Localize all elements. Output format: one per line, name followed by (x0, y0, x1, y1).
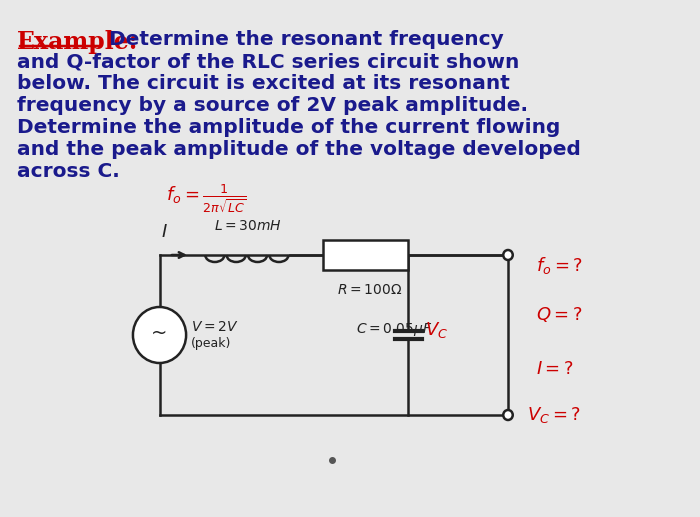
Text: $R = 100 Ω$: $R = 100 Ω$ (337, 283, 402, 297)
Text: $f_o = \frac{1}{2\pi\sqrt{LC}}$: $f_o = \frac{1}{2\pi\sqrt{LC}}$ (166, 182, 246, 215)
Text: ~: ~ (151, 324, 168, 342)
Text: frequency by a source of 2V peak amplitude.: frequency by a source of 2V peak amplitu… (17, 96, 528, 115)
Text: $V_C$: $V_C$ (426, 320, 449, 340)
Text: $I = ?$: $I = ?$ (536, 360, 574, 378)
Circle shape (133, 307, 186, 363)
Text: and the peak amplitude of the voltage developed: and the peak amplitude of the voltage de… (17, 140, 581, 159)
Text: Example:: Example: (17, 30, 139, 54)
Text: below. The circuit is excited at its resonant: below. The circuit is excited at its res… (17, 74, 510, 93)
Text: (peak): (peak) (191, 337, 231, 349)
Text: Determine the resonant frequency: Determine the resonant frequency (109, 30, 504, 49)
Circle shape (503, 410, 512, 420)
Text: $V_C = ?$: $V_C = ?$ (527, 405, 581, 425)
Text: Determine the amplitude of the current flowing: Determine the amplitude of the current f… (17, 118, 561, 137)
Text: $C = 0.05 μF$: $C = 0.05 μF$ (356, 322, 433, 339)
Bar (323, 240, 408, 270)
Text: and Q-factor of the RLC series circuit shown: and Q-factor of the RLC series circuit s… (17, 52, 519, 71)
Text: $f_o = ?$: $f_o = ?$ (536, 255, 583, 276)
Text: $Q = ?$: $Q = ?$ (536, 305, 583, 324)
Circle shape (503, 250, 512, 260)
Text: across C.: across C. (17, 162, 120, 181)
Text: $L = 30 mH$: $L = 30 mH$ (214, 219, 281, 233)
Text: $V = 2 V$: $V = 2 V$ (191, 320, 239, 334)
Text: $I$: $I$ (162, 223, 168, 241)
